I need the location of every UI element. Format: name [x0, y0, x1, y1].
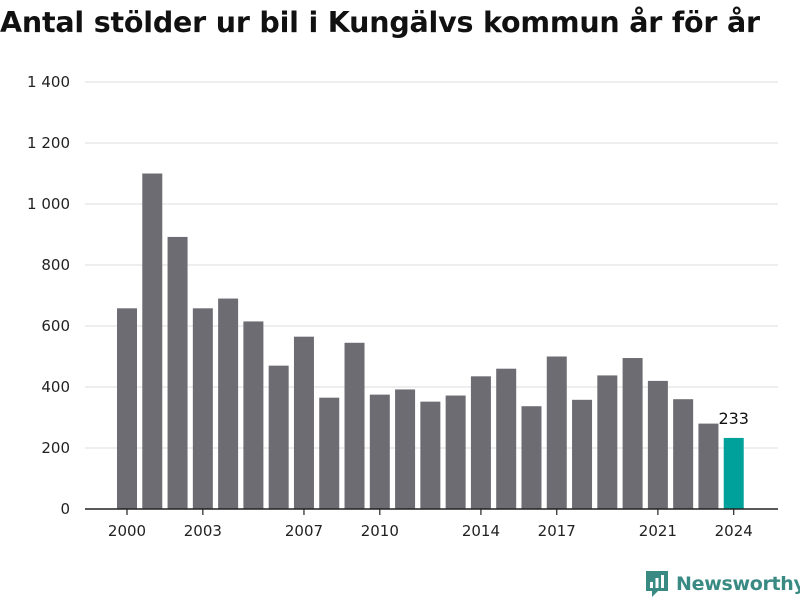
bar-2010	[369, 394, 390, 509]
data-labels: 233	[718, 409, 749, 428]
bar-2021	[647, 380, 668, 509]
y-tick-label: 1 000	[27, 195, 70, 213]
bar-2002	[167, 236, 188, 509]
x-tick-label: 2014	[462, 522, 500, 540]
x-tick-label: 2024	[715, 522, 753, 540]
y-tick-label: 1 400	[27, 73, 70, 91]
y-tick-label: 200	[41, 439, 70, 457]
y-tick-label: 1 200	[27, 134, 70, 152]
x-tick-label: 2017	[538, 522, 576, 540]
x-tick-label: 2003	[184, 522, 222, 540]
bar-2009	[344, 342, 365, 509]
newsworthy-brand: Newsworthy	[644, 568, 800, 600]
bar-2016	[521, 406, 542, 509]
bar-2013	[445, 395, 466, 509]
y-tick-label: 0	[60, 500, 70, 518]
bar-2020	[622, 358, 643, 509]
bar-2022	[673, 399, 694, 509]
newsworthy-logo-icon	[646, 571, 668, 597]
x-axis: 2000 2003 2007 2010 2014 2017 2021 2024	[85, 508, 778, 540]
chart-title: Antal stölder ur bil i Kungälvs kommun å…	[0, 6, 760, 39]
bars	[117, 173, 744, 509]
bar-2008	[319, 397, 340, 509]
y-axis-ticks: 0 200 400 600 800 1 000 1 200 1 400	[27, 73, 70, 518]
x-tick-label: 2021	[639, 522, 677, 540]
bar-2011	[395, 389, 416, 509]
y-tick-label: 600	[41, 317, 70, 335]
bar-2004	[218, 298, 239, 509]
y-tick-label: 400	[41, 378, 70, 396]
x-tick-label: 2010	[361, 522, 399, 540]
bar-2015	[496, 368, 517, 509]
bar-2003	[192, 308, 213, 509]
data-label-2024: 233	[718, 409, 749, 428]
bar-2007	[293, 336, 314, 509]
y-gridlines	[85, 81, 778, 449]
bar-2024	[723, 437, 744, 509]
x-tick-label: 2000	[108, 522, 146, 540]
brand-name: Newsworthy	[676, 573, 800, 595]
bar-2014	[470, 376, 491, 509]
bar-2001	[142, 173, 163, 509]
bar-2012	[420, 401, 441, 509]
x-tick-label: 2007	[285, 522, 323, 540]
bar-2000	[117, 308, 137, 509]
bar-2023	[698, 423, 719, 509]
y-tick-label: 800	[41, 256, 70, 274]
bar-2017	[546, 356, 567, 509]
bar-2019	[597, 375, 618, 509]
bar-2006	[268, 365, 289, 509]
bar-2005	[243, 321, 264, 509]
bar-2018	[572, 399, 593, 509]
